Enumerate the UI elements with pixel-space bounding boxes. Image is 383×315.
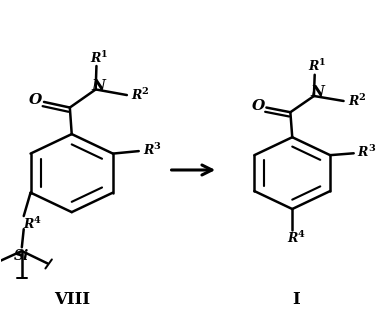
Text: Si: Si xyxy=(14,249,29,263)
Text: 3: 3 xyxy=(154,142,160,151)
Text: 1: 1 xyxy=(319,58,326,67)
Text: I: I xyxy=(292,291,300,308)
Text: R: R xyxy=(23,218,33,231)
Text: 2: 2 xyxy=(358,93,365,102)
Text: R: R xyxy=(348,95,358,108)
Text: N: N xyxy=(310,85,324,99)
Text: R: R xyxy=(287,232,298,245)
Text: R: R xyxy=(357,146,368,159)
Text: 3: 3 xyxy=(368,144,375,153)
Text: 4: 4 xyxy=(298,231,304,239)
Text: R: R xyxy=(309,60,319,73)
Text: R: R xyxy=(143,144,154,157)
Text: VIII: VIII xyxy=(54,291,90,308)
Text: O: O xyxy=(251,99,265,113)
Text: O: O xyxy=(29,93,42,107)
Text: 4: 4 xyxy=(34,216,41,225)
Text: 2: 2 xyxy=(142,88,149,96)
Text: 1: 1 xyxy=(101,50,107,59)
Text: R: R xyxy=(131,89,142,102)
Text: R: R xyxy=(90,52,101,65)
Text: N: N xyxy=(92,79,106,93)
